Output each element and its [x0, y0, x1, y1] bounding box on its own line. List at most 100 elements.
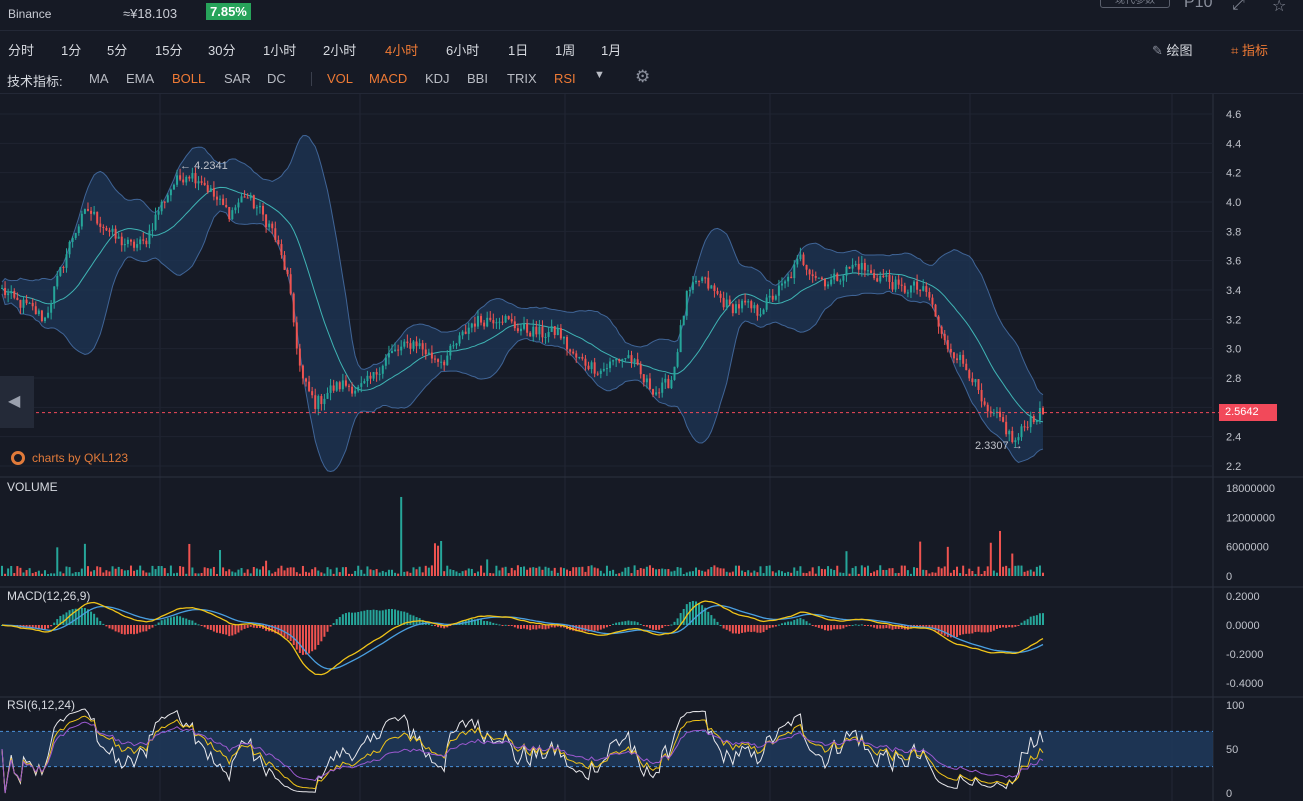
timeframe-1mo[interactable]: 1月 [601, 43, 622, 58]
option-button[interactable]: 现代参数 [1100, 0, 1170, 8]
indicator-trix[interactable]: TRIX [507, 71, 537, 86]
candle-body [1020, 426, 1023, 438]
volume-bar [992, 570, 995, 576]
macd-hist-bar [154, 624, 157, 626]
indicator-dc[interactable]: DC [267, 71, 286, 86]
candle-body [556, 328, 559, 336]
indicator-kdj[interactable]: KDJ [425, 71, 450, 86]
volume-bar [252, 566, 255, 576]
candle-body [13, 291, 16, 298]
macd-hist-bar [559, 625, 562, 628]
chart-area[interactable]: 4.64.44.24.03.83.63.43.23.02.82.62.42.2V… [0, 94, 1303, 801]
candle-body [873, 273, 876, 279]
timeframe-30m[interactable]: 30分 [208, 43, 236, 58]
macd-hist-bar [943, 625, 946, 636]
timeframe-1m[interactable]: 1分 [61, 43, 82, 58]
macd-hist-bar [704, 607, 707, 625]
macd-hist-bar [225, 625, 228, 635]
candle-body [234, 207, 237, 211]
indicator-sar[interactable]: SAR [224, 71, 251, 86]
macd-hist-bar [519, 625, 522, 629]
candle-body [983, 401, 986, 405]
timeframe-fenshi[interactable]: 分时 [8, 43, 35, 58]
macd-hist-bar [873, 625, 876, 628]
macd-hist-bar [771, 625, 774, 628]
timeframe-1h[interactable]: 1小时 [263, 43, 297, 58]
dropdown-caret-icon[interactable]: ▼ [594, 69, 605, 81]
volume-bar [885, 569, 888, 576]
indicator-ema[interactable]: EMA [126, 71, 155, 86]
volume-bar [47, 574, 50, 576]
volume-bar [360, 569, 363, 576]
draw-tool-button[interactable]: ✎ 绘图 [1152, 40, 1193, 59]
fullscreen-icon[interactable]: ⤢ [1232, 0, 1245, 13]
macd-hist-bar [298, 625, 301, 653]
timeframe-4h[interactable]: 4小时 [385, 43, 419, 58]
indicators-button[interactable]: ⌗ 指标 [1231, 40, 1268, 59]
volume-bar [369, 569, 372, 576]
candle-body [194, 173, 197, 184]
volume-bar [575, 567, 578, 576]
volume-bar [326, 567, 329, 576]
macd-hist-bar [553, 625, 556, 628]
candle-body [866, 270, 869, 272]
macd-hist-bar [102, 623, 105, 625]
candle-body [133, 241, 136, 248]
candle-body [962, 354, 965, 364]
macd-hist-bar [1008, 625, 1011, 628]
indicator-ma[interactable]: MA [89, 71, 109, 86]
candle-body [725, 299, 728, 308]
macd-hist-bar [737, 625, 740, 634]
indicator-boll[interactable]: BOLL [172, 71, 206, 86]
indicator-macd[interactable]: MACD [369, 71, 408, 86]
gear-icon[interactable]: ⚙ [635, 67, 651, 86]
candle-body [848, 266, 851, 269]
timeframe-1d[interactable]: 1日 [508, 43, 529, 58]
star-icon[interactable]: ☆ [1272, 0, 1287, 15]
macd-hist-bar [86, 609, 89, 625]
volume-bar [1017, 565, 1020, 576]
timeframe-6h[interactable]: 6小时 [446, 43, 480, 58]
volume-bar [1042, 572, 1044, 576]
candle-body [618, 359, 621, 362]
volume-bar [830, 568, 833, 576]
volume-bar [102, 572, 105, 576]
candle-body [40, 310, 43, 322]
timeframe-1w[interactable]: 1周 [555, 43, 576, 58]
volume-bar [351, 573, 354, 576]
volume-bar [876, 570, 879, 576]
volume-bar [569, 571, 572, 576]
volume-bar [1014, 565, 1017, 576]
macd-hist-bar [274, 625, 277, 634]
candle-body [390, 350, 393, 354]
volume-bar [737, 565, 740, 576]
volume-bar [298, 573, 301, 576]
indicator-vol[interactable]: VOL [327, 71, 354, 86]
macd-hist-bar [550, 625, 553, 628]
indicator-rsi[interactable]: RSI [554, 71, 576, 86]
collapse-panel-button[interactable]: ◀ [0, 376, 34, 428]
macd-hist-bar [351, 612, 354, 625]
candle-body [148, 230, 151, 245]
macd-hist-bar [784, 622, 787, 625]
volume-bar [427, 567, 430, 576]
candle-body [424, 349, 427, 355]
candle-body [301, 365, 304, 379]
volume-bar [212, 566, 215, 576]
candle-body [1029, 415, 1032, 428]
candle-body [612, 360, 615, 362]
macd-hist-bar [691, 600, 694, 625]
timeframe-5m[interactable]: 5分 [107, 43, 128, 58]
macd-hist-bar [535, 625, 538, 630]
candle-body [922, 286, 925, 291]
indicator-bbi[interactable]: BBI [467, 71, 488, 86]
candle-body [636, 359, 639, 365]
candle-body [326, 392, 329, 399]
macd-hist-bar [409, 614, 412, 625]
candle-body [879, 275, 882, 282]
volume-bar [203, 567, 206, 576]
volume-bar [255, 568, 258, 576]
timeframe-2h[interactable]: 2小时 [323, 43, 357, 58]
volume-bar [335, 567, 338, 576]
timeframe-15m[interactable]: 15分 [155, 43, 183, 58]
